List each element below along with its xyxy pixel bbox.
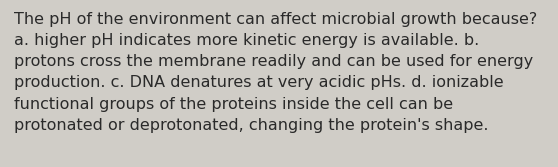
Text: The pH of the environment can affect microbial growth because?
a. higher pH indi: The pH of the environment can affect mic… [14, 12, 537, 133]
